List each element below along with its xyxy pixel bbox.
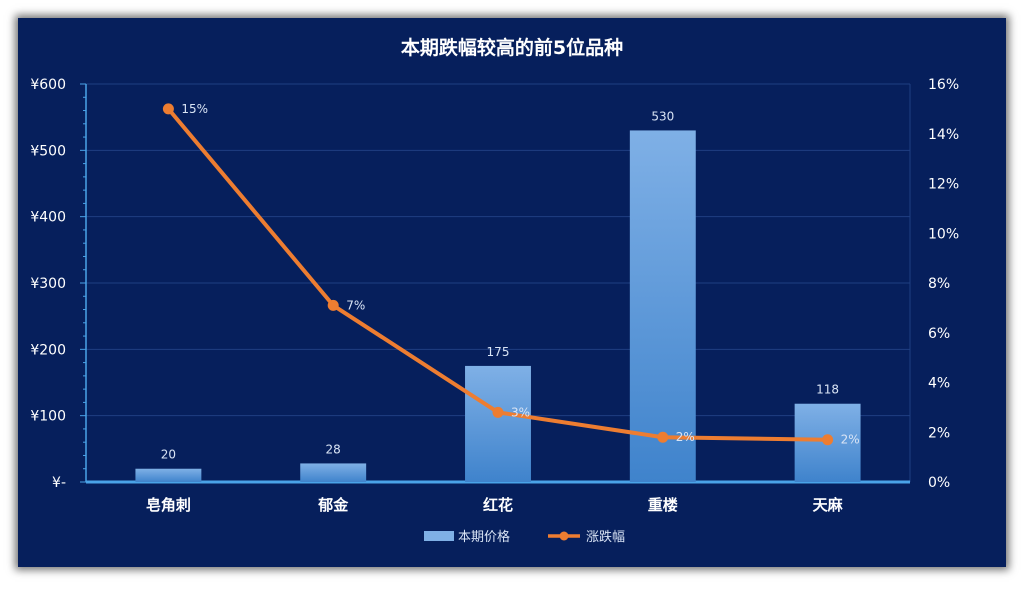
x-category-label: 天麻 [813,496,844,514]
line-value-label: 2% [841,433,860,447]
bar [300,463,367,482]
line-series [162,103,834,446]
bar [629,130,696,482]
y-left-tick-label: ¥300 [30,276,66,292]
bar [465,365,531,482]
bar-series [135,130,861,482]
y-left-tick-label: ¥100 [30,409,66,425]
y-right-tick-label: 16% [928,77,959,93]
y-right-tick-label: 14% [928,127,959,143]
bar-value-label: 175 [487,345,510,359]
bar-value-label: 118 [816,383,839,397]
y-left-tick-label: ¥600 [30,77,66,93]
line-value-label: 3% [511,405,530,419]
y-right-tick-label: 8% [928,276,950,292]
line-point [822,434,834,446]
chart-container: 本期跌幅较高的前5位品种 ¥- ¥100 ¥200 ¥300 ¥400 ¥500 ¥600 0… [18,18,1006,567]
gridlines [86,83,910,417]
legend-label-price: 本期价格 [458,529,510,545]
line-point [657,431,669,443]
y-right-tick-label: 6% [928,326,950,342]
x-category-label: 皂角刺 [146,496,191,514]
data-labels: 20 28 175 530 118 15% 7% 3% 2% 2% [161,102,860,462]
y-left-tick-label: ¥200 [30,342,66,358]
y-left-tick-label: ¥- [52,475,66,491]
line-value-label: 7% [346,298,365,312]
legend-line-marker [559,531,569,541]
line-point [492,406,504,418]
x-category-label: 重楼 [648,496,678,514]
y-left-tick-label: ¥400 [30,210,66,226]
line-value-label: 15% [181,102,208,116]
line-point [162,103,174,115]
bar-value-label: 28 [326,442,341,456]
line-point [327,299,339,311]
chart-svg: 本期跌幅较高的前5位品种 ¥- ¥100 ¥200 ¥300 ¥400 ¥500 ¥600 0… [30,36,959,545]
bar-value-label: 20 [161,448,176,462]
x-category-label: 郁金 [317,496,349,514]
legend: 本期价格 涨跌幅 [424,529,625,545]
bar [135,468,202,482]
y-right-tick-label: 4% [928,376,950,392]
y-right-tick-label: 12% [928,177,959,193]
line-value-label: 2% [676,430,695,444]
y-right-tick-label: 0% [928,475,950,491]
y-right-tick-label: 2% [928,425,950,441]
y-left-tick-label: ¥500 [30,143,66,159]
y-right-tick-label: 10% [928,226,959,242]
legend-bar-swatch [424,531,454,541]
x-category-label: 红花 [483,496,513,514]
legend-label-change: 涨跌幅 [586,529,625,545]
chart-title: 本期跌幅较高的前5位品种 [401,36,623,59]
axes: ¥- ¥100 ¥200 ¥300 ¥400 ¥500 ¥600 0% 2% 4% 6% 8% 10% 1… [30,77,959,514]
bar-value-label: 530 [651,109,674,123]
